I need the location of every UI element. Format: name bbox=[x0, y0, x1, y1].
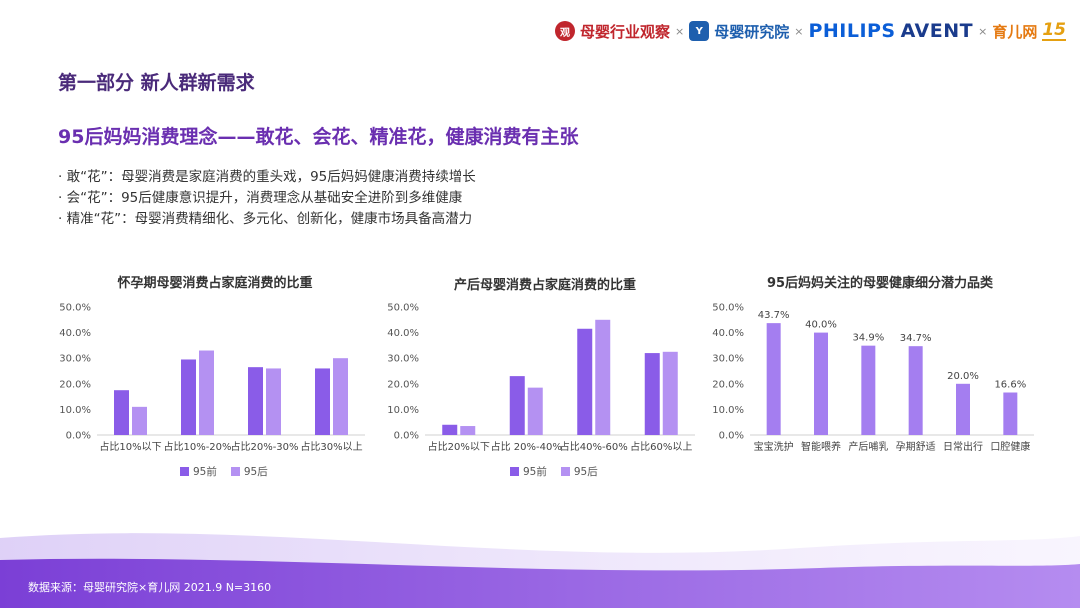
x-tick-label: 占比 20%-40% bbox=[491, 440, 562, 453]
data-label: 43.7% bbox=[758, 310, 790, 321]
bullet-list: · 敢“花”：母婴消费是家庭消费的重头戏，95后妈妈健康消费持续增长 · 会“花… bbox=[58, 167, 476, 230]
y-tick-label: 50.0% bbox=[387, 303, 419, 314]
legend-item-post95: 95后 bbox=[230, 464, 268, 479]
y-tick-label: 30.0% bbox=[59, 354, 91, 365]
legend-item-pre95: 95前 bbox=[180, 464, 217, 479]
x-tick-label: 智能喂养 bbox=[801, 440, 841, 453]
x-tick-label: 占比10%-20% bbox=[163, 440, 231, 453]
y-tick-label: 40.0% bbox=[59, 328, 91, 339]
data-source-footnote: 数据来源：母婴研究院×育儿网 2021.9 N=3160 bbox=[28, 581, 272, 594]
logo-mother-baby-institute: 母婴研究院 bbox=[714, 22, 790, 41]
x-tick-label: 日常出行 bbox=[943, 440, 983, 453]
data-label: 40.0% bbox=[805, 320, 837, 331]
logo-separator: × bbox=[674, 24, 685, 38]
y-tick-label: 30.0% bbox=[712, 354, 744, 365]
bullet-item: · 精准“花”：母婴消费精细化、多元化、创新化，健康市场具备高潜力 bbox=[58, 211, 473, 227]
y-tick-label: 40.0% bbox=[712, 328, 744, 339]
logo-philips: PHILIPS bbox=[808, 20, 896, 42]
data-label: 20.0% bbox=[947, 371, 979, 382]
y-tick-label: 10.0% bbox=[712, 405, 744, 416]
chart-postpartum: 0.0% 10.0% 20.0% 30.0% 40.0% 50.0% 占比20%以下 占比 2… bbox=[387, 303, 695, 453]
legend-item-post95: 95后 bbox=[560, 464, 598, 479]
data-label: 16.6% bbox=[994, 380, 1026, 391]
x-tick-label: 占比20%以下 bbox=[428, 440, 490, 453]
y-tick-label: 40.0% bbox=[387, 328, 419, 339]
logo-yer: 育儿网 bbox=[992, 22, 1038, 41]
bar bbox=[861, 345, 876, 435]
bottom-wave-decoration bbox=[0, 533, 1080, 608]
legend-label: 95前 bbox=[523, 466, 547, 478]
y-tick-label: 10.0% bbox=[387, 405, 419, 416]
y-tick-label: 50.0% bbox=[712, 303, 744, 314]
bar-pre95 bbox=[315, 368, 330, 435]
institute-seal-icon: Y bbox=[689, 21, 710, 41]
legend-label: 95前 bbox=[193, 466, 217, 478]
legend-item-pre95: 95前 bbox=[510, 464, 547, 479]
chart-categories: 0.0% 10.0% 20.0% 30.0% 40.0% 50.0% 宝宝洗护 43.7% 智能… bbox=[712, 303, 1034, 453]
bar-post95 bbox=[460, 426, 476, 435]
y-tick-label: 20.0% bbox=[59, 379, 91, 390]
legend-label: 95后 bbox=[573, 466, 598, 478]
bar-pre95 bbox=[181, 359, 196, 435]
bar-pre95 bbox=[577, 328, 593, 435]
x-tick-label: 孕期舒适 bbox=[896, 440, 936, 453]
chart-title-postpartum: 产后母婴消费占家庭消费的比重 bbox=[453, 278, 636, 293]
bar-post95 bbox=[132, 406, 147, 435]
bar bbox=[1003, 392, 1018, 435]
x-tick-label: 占比60%以上 bbox=[630, 440, 692, 453]
bar-pre95 bbox=[644, 353, 660, 435]
headline: 95后妈妈消费理念——敢花、会花、精准花，健康消费有主张 bbox=[58, 126, 579, 148]
y-tick-label: 20.0% bbox=[712, 379, 744, 390]
bullet-item: · 会“花”：95后健康意识提升，消费理念从基础安全进阶到多维健康 bbox=[58, 190, 463, 206]
x-tick-label: 口腔健康 bbox=[990, 440, 1030, 453]
y-tick-label: 0.0% bbox=[66, 431, 91, 442]
chart-pregnancy: 0.0% 10.0% 20.0% 30.0% 40.0% 50.0% 占比10%以下 占比10… bbox=[59, 303, 365, 453]
bullet-item: · 敢“花”：母婴消费是家庭消费的重头戏，95后妈妈健康消费持续增长 bbox=[58, 169, 476, 185]
logo-anniversary-badge: 15 bbox=[1042, 20, 1066, 41]
legend-postpartum: 95前 95后 bbox=[510, 464, 598, 479]
bar-pre95 bbox=[248, 367, 263, 435]
legend-label: 95后 bbox=[243, 466, 268, 478]
x-tick-label: 宝宝洗护 bbox=[754, 440, 794, 453]
logo-mother-baby-observe: 母婴行业观察 bbox=[579, 22, 670, 41]
data-label: 34.7% bbox=[900, 333, 932, 344]
section-title: 第一部分 新人群新需求 bbox=[58, 72, 255, 94]
bar bbox=[814, 332, 828, 435]
logo-separator: × bbox=[978, 24, 988, 38]
bar-post95 bbox=[595, 319, 611, 435]
data-label: 34.9% bbox=[852, 333, 884, 344]
y-tick-label: 10.0% bbox=[59, 405, 91, 416]
bar bbox=[956, 383, 970, 435]
x-tick-label: 占比30%以上 bbox=[300, 440, 362, 453]
bar bbox=[766, 323, 781, 435]
bar-post95 bbox=[527, 387, 543, 435]
bar-pre95 bbox=[442, 424, 458, 435]
observe-seal-icon: 观 bbox=[554, 21, 575, 41]
chart-title-categories: 95后妈妈关注的母婴健康细分潜力品类 bbox=[766, 276, 994, 291]
x-tick-label: 占比20%-30% bbox=[230, 440, 298, 453]
y-tick-label: 50.0% bbox=[59, 303, 91, 314]
y-tick-label: 20.0% bbox=[387, 379, 419, 390]
legend-pregnancy: 95前 95后 bbox=[180, 464, 268, 479]
chart-title-pregnancy: 怀孕期母婴消费占家庭消费的比重 bbox=[117, 276, 313, 291]
x-tick-label: 产后哺乳 bbox=[848, 440, 888, 453]
bar-pre95 bbox=[114, 390, 129, 435]
logo-separator: × bbox=[794, 24, 804, 38]
bar-post95 bbox=[199, 350, 214, 435]
partner-logos: 观 母婴行业观察 × Y 母婴研究院 × PHILIPS AVENT × 育儿网… bbox=[554, 14, 1066, 48]
x-tick-label: 占比40%-60% bbox=[560, 440, 628, 453]
bar-post95 bbox=[266, 368, 281, 435]
bar-post95 bbox=[662, 351, 678, 435]
y-tick-label: 0.0% bbox=[394, 431, 419, 442]
bar bbox=[908, 346, 923, 435]
y-tick-label: 0.0% bbox=[719, 431, 744, 442]
y-tick-label: 30.0% bbox=[387, 354, 419, 365]
logo-avent: AVENT bbox=[900, 20, 974, 42]
bar-post95 bbox=[333, 358, 348, 435]
bar-pre95 bbox=[509, 376, 525, 435]
x-tick-label: 占比10%以下 bbox=[99, 440, 161, 453]
